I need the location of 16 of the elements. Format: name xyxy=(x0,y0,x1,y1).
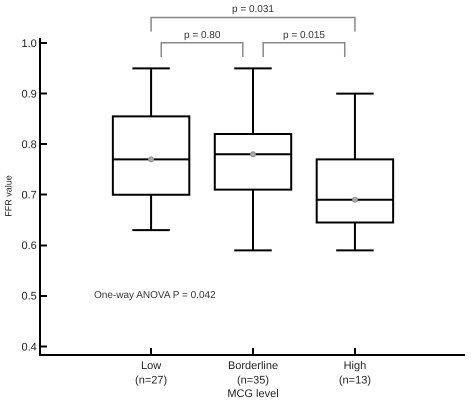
y-tick-label: 0.5 xyxy=(22,290,37,303)
x-tick-label: Borderline (n=35) xyxy=(228,360,278,386)
x-tick-label: High (n=13) xyxy=(338,360,371,386)
y-tick-label: 0.8 xyxy=(22,139,37,152)
y-tick-label: 0.7 xyxy=(22,190,37,202)
y-axis-title: FFR value xyxy=(3,175,14,217)
annotation: One-way ANOVA P = 0.042 xyxy=(94,290,216,301)
y-tick-label: 1.0 xyxy=(22,38,37,50)
annotation: p = 0.015 xyxy=(283,30,326,41)
x-tick-label: Low (n=27) xyxy=(135,360,168,386)
x-axis-title: MCG level xyxy=(227,388,279,400)
y-tick-label: 0.6 xyxy=(22,240,37,252)
annotation: p = 0.80 xyxy=(184,30,221,41)
y-tick-label: 0.9 xyxy=(22,88,37,100)
y-tick-label: 0.4 xyxy=(22,341,37,354)
text: p = 0.031 xyxy=(232,4,274,15)
